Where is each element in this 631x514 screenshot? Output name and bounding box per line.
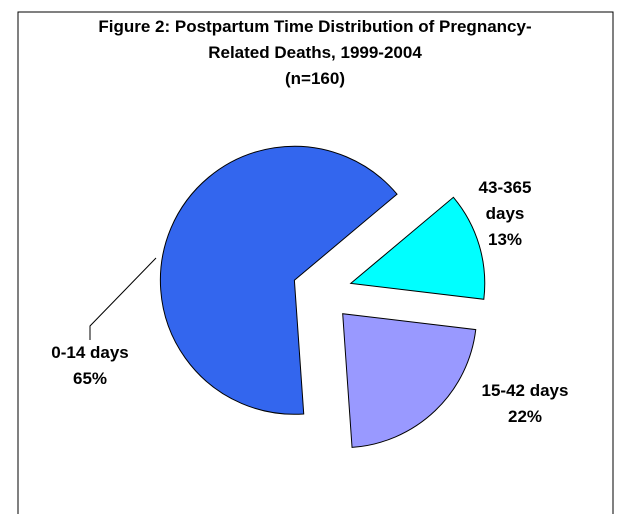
slice-label: 0-14 days (51, 343, 129, 362)
pie-slice (159, 145, 398, 415)
pie-slice (349, 196, 486, 300)
leader-line (89, 257, 157, 340)
pie-slice (342, 313, 477, 448)
chart-title: Figure 2: Postpartum Time Distribution o… (98, 17, 532, 62)
chart-frame (17, 11, 614, 514)
slice-value-label: 65% (72, 369, 108, 388)
slice-label: 15-42 days (481, 381, 569, 400)
slice-value-label: 22% (507, 407, 543, 426)
slice-label: 43-365 days (478, 178, 532, 223)
chart-subtitle: (n=160) (285, 69, 345, 88)
slice-value-label: 13% (487, 230, 523, 249)
